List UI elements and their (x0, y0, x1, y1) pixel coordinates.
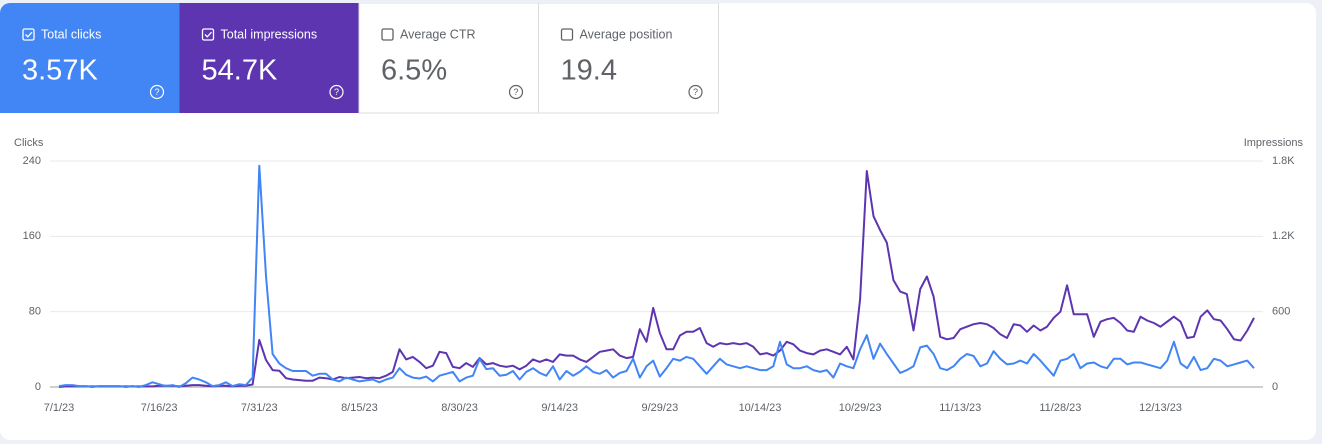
help-icon-mark: ? (334, 87, 339, 97)
x-tick-label: 8/15/23 (341, 402, 378, 414)
tile-background (0, 3, 180, 113)
metric-label: Average CTR (400, 27, 476, 41)
y2-tick-label: 1.2K (1272, 230, 1295, 242)
metric-tile[interactable]: Total clicks 3.57K? (0, 3, 180, 113)
y-axis-title: Clicks (14, 137, 44, 149)
help-icon[interactable] (149, 84, 165, 100)
y2-axis-title: Impressions (1244, 137, 1304, 149)
tile-background (538, 3, 719, 114)
metric-label: Total impressions (221, 27, 318, 41)
performance-card: Clicks Impressions Total clicks 3.57K? Tot… (0, 3, 1316, 440)
x-tick-label: 12/13/23 (1139, 402, 1182, 414)
metric-value: 6.5% (381, 55, 447, 87)
checkbox[interactable] (560, 28, 574, 41)
y-tick-label: 240 (23, 155, 41, 167)
help-icon[interactable] (329, 84, 344, 100)
x-tick-label: 11/28/23 (1039, 402, 1081, 414)
metric-tile[interactable]: Average position 19.4? (538, 3, 719, 114)
metric-value: 3.57K (22, 55, 98, 87)
metric-value: 54.7K (202, 55, 278, 87)
x-tick-label: 9/29/23 (641, 402, 678, 414)
y2-tick-label: 0 (1272, 381, 1278, 393)
metric-tile[interactable]: Average CTR 6.5%? (358, 3, 540, 114)
metric-value: 19.4 (561, 55, 617, 87)
chart: Clicks Impressions Total clicks3.57K?Tot… (0, 3, 1304, 414)
checkmark (25, 31, 33, 38)
x-tick-label: 7/16/23 (141, 402, 178, 414)
x-tick-label: 7/1/23 (44, 402, 75, 414)
y-tick-label: 0 (35, 381, 41, 393)
x-tick-label: 9/14/23 (541, 402, 578, 414)
x-tick-label: 7/31/23 (241, 402, 278, 414)
metric-label: Average position (580, 27, 673, 41)
help-icon-mark: ? (154, 87, 159, 97)
checkbox[interactable] (381, 28, 394, 41)
help-icon-mark: ? (693, 87, 698, 97)
help-icon[interactable] (688, 84, 703, 100)
y2-tick-label: 600 (1272, 306, 1290, 318)
tile-background (179, 3, 360, 113)
checkbox[interactable] (22, 28, 35, 41)
series-line (58, 170, 1255, 388)
x-tick-label: 8/30/23 (441, 402, 478, 414)
help-icon-mark: ? (513, 87, 518, 97)
x-tick-label: 11/13/23 (939, 402, 981, 414)
y-tick-label: 160 (23, 230, 41, 242)
help-icon[interactable] (508, 84, 524, 100)
metric-label: Total clicks (41, 27, 101, 41)
metric-tile[interactable]: Total impressions 54.7K? (179, 3, 360, 113)
y-tick-label: 80 (29, 306, 41, 318)
tile-background (358, 3, 540, 114)
x-tick-label: 10/14/23 (739, 402, 782, 414)
series-line (58, 164, 1255, 388)
checkbox[interactable] (201, 28, 215, 41)
x-tick-label: 10/29/23 (839, 402, 882, 414)
checkmark (204, 31, 212, 38)
y2-tick-label: 1.8K (1272, 155, 1295, 167)
